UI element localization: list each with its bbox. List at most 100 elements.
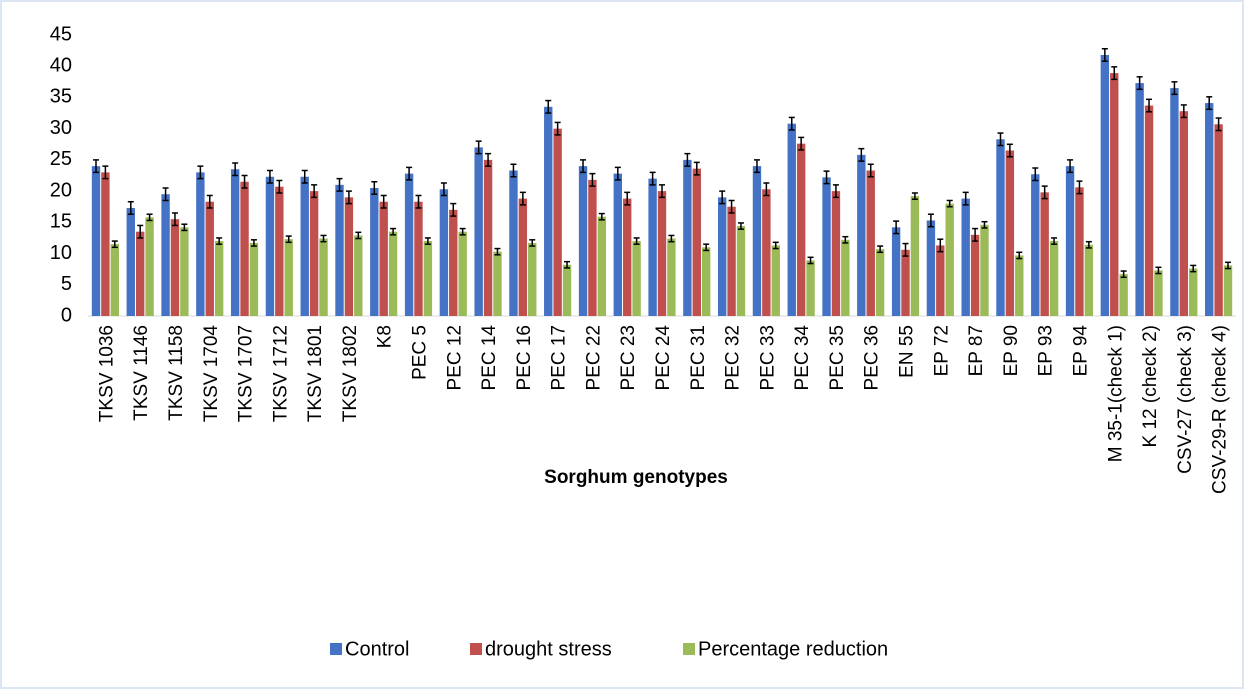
bar xyxy=(831,191,841,316)
error-bar xyxy=(763,182,770,197)
error-bar xyxy=(459,227,466,236)
error-bar xyxy=(823,170,830,185)
bar xyxy=(692,168,701,316)
bar xyxy=(891,227,901,316)
error-bar xyxy=(111,240,118,249)
bar xyxy=(806,260,815,316)
bar xyxy=(1214,124,1223,316)
error-bar xyxy=(250,239,257,247)
x-tick-label: K8 xyxy=(375,325,396,348)
bar xyxy=(180,227,189,316)
bar xyxy=(796,143,806,316)
error-bar xyxy=(981,220,988,229)
bar xyxy=(544,106,553,316)
error-bar xyxy=(93,159,100,174)
bar xyxy=(1154,270,1163,316)
bar xyxy=(309,191,319,316)
y-tick-label: 30 xyxy=(50,117,72,139)
error-bar xyxy=(1190,264,1197,273)
error-bar xyxy=(545,99,552,114)
error-bar xyxy=(390,227,397,236)
error-bar xyxy=(355,231,362,240)
error-bar xyxy=(450,202,457,217)
error-bar xyxy=(893,220,900,235)
bar xyxy=(170,219,180,316)
error-bar xyxy=(649,171,656,186)
bar xyxy=(1075,187,1084,316)
x-tick-label: EN 55 xyxy=(897,325,918,378)
x-tick-label: EP 87 xyxy=(966,325,987,376)
error-bar xyxy=(946,199,953,208)
bar xyxy=(474,147,483,316)
error-bar xyxy=(241,174,248,189)
x-tick-label: PEC 22 xyxy=(583,325,604,390)
error-bar xyxy=(684,152,691,167)
bar xyxy=(439,189,449,316)
bar xyxy=(701,247,711,316)
y-tick-label: 0 xyxy=(61,304,72,326)
error-bar xyxy=(181,223,188,232)
bar xyxy=(822,177,831,316)
bar xyxy=(214,241,224,316)
error-bar xyxy=(475,140,482,155)
bar xyxy=(370,187,379,316)
error-bar xyxy=(902,242,909,257)
bar xyxy=(597,216,607,316)
legend-swatch xyxy=(470,643,482,655)
error-bar xyxy=(494,247,501,256)
bar xyxy=(1005,150,1015,316)
bar xyxy=(101,172,110,316)
bar xyxy=(509,170,518,316)
y-tick-label: 45 xyxy=(50,23,72,45)
x-tick-label: PEC 23 xyxy=(618,325,639,390)
bar xyxy=(354,235,363,316)
error-bar xyxy=(728,199,735,214)
x-tick-label: CSV-29-R (check 4) xyxy=(1210,325,1231,494)
bar xyxy=(562,264,572,316)
bar xyxy=(1179,111,1189,316)
error-bar xyxy=(737,222,744,230)
error-bar xyxy=(633,237,640,245)
y-tick-label: 20 xyxy=(50,179,72,201)
error-bar xyxy=(485,152,492,167)
error-bar xyxy=(624,191,631,206)
x-tick-label: PEC 31 xyxy=(688,325,709,390)
bar xyxy=(553,128,562,316)
x-tick-label: TKSV 1158 xyxy=(166,325,187,421)
error-bar xyxy=(788,116,795,131)
bar xyxy=(936,245,945,316)
bar xyxy=(493,251,502,316)
error-bar xyxy=(285,235,292,244)
bar xyxy=(240,181,249,316)
error-bar xyxy=(1120,270,1127,279)
error-bar xyxy=(1067,159,1074,174)
error-bar xyxy=(127,200,134,215)
y-tick-label: 35 xyxy=(50,86,72,108)
bar xyxy=(970,234,980,316)
error-bar xyxy=(197,165,204,180)
error-bar xyxy=(102,165,109,180)
bar xyxy=(126,207,135,316)
x-tick-label: PEC 24 xyxy=(653,325,674,391)
error-bar xyxy=(171,212,178,227)
error-bar xyxy=(668,234,675,243)
error-bar xyxy=(311,184,318,199)
bar xyxy=(736,226,746,316)
bar xyxy=(632,241,641,316)
bar xyxy=(135,231,145,316)
bar xyxy=(1031,174,1040,316)
bar xyxy=(1205,103,1214,316)
error-bar xyxy=(580,159,587,174)
bar xyxy=(319,238,328,316)
error-bar xyxy=(1136,76,1143,91)
bar xyxy=(771,245,780,316)
error-bar xyxy=(842,235,849,244)
error-bar xyxy=(1146,98,1153,113)
bar xyxy=(230,169,240,316)
bar xyxy=(667,238,676,316)
bar xyxy=(648,178,657,316)
x-tick-label: EP 90 xyxy=(1001,325,1022,376)
bar xyxy=(388,231,398,316)
x-tick-label: TKSV 1712 xyxy=(270,325,291,422)
